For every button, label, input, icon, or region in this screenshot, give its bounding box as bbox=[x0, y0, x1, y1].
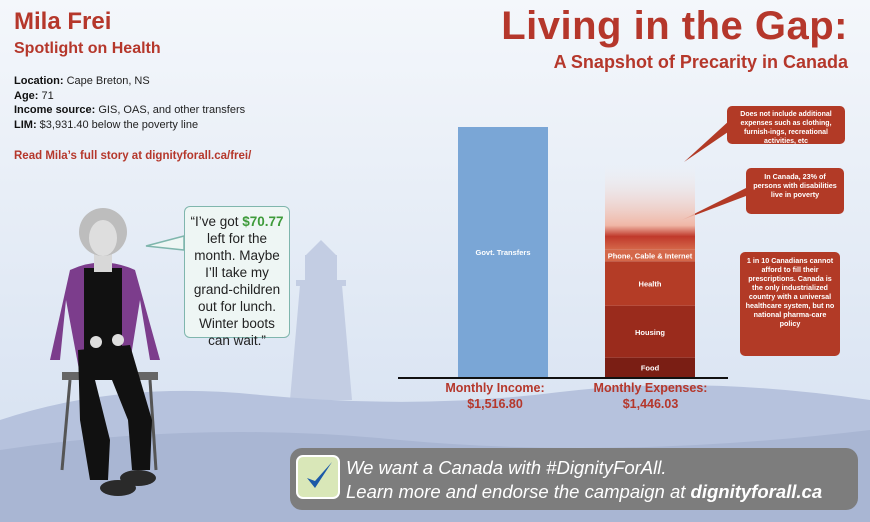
age-value: 71 bbox=[41, 89, 54, 102]
note-expenses: Does not include additional expenses suc… bbox=[727, 106, 845, 145]
banner-link[interactable]: dignityforall.ca bbox=[690, 481, 823, 502]
banner-line2-text: Learn more and endorse the campaign at bbox=[346, 481, 691, 502]
expenses-total: $1,446.03 bbox=[622, 397, 679, 411]
lighthouse-graphic bbox=[290, 240, 352, 400]
note-pharmacare: 1 in 10 Canadians cannot afford to fill … bbox=[740, 252, 840, 356]
expense-bar-health bbox=[605, 261, 695, 306]
quote-bubble: “I’ve got $70.77 left for the month. May… bbox=[184, 206, 290, 348]
page-title: Living in the Gap: bbox=[501, 4, 848, 48]
income-axis-label: Monthly Income: $1,516.80 bbox=[430, 380, 560, 412]
page-subtitle: A Snapshot of Precarity in Canada bbox=[553, 52, 848, 72]
spotlight-subtitle: Spotlight on Health bbox=[14, 40, 161, 57]
expense-label-housing: Housing bbox=[635, 328, 665, 337]
expense-bar-phone-cable-internet bbox=[605, 249, 695, 262]
banner-line2: Learn more and endorse the campaign at d… bbox=[346, 480, 822, 504]
campaign-banner bbox=[290, 448, 858, 510]
income-category: Monthly Income: bbox=[445, 381, 545, 395]
expense-label-health: Health bbox=[639, 280, 662, 289]
expenses-category: Monthly Expenses: bbox=[593, 381, 708, 395]
note-disability: In Canada, 23% of persons with disabilit… bbox=[746, 168, 844, 214]
read-story-link[interactable]: Read Mila’s full story at dignityforall.… bbox=[14, 150, 252, 162]
quote-text-start: “I’ve got bbox=[190, 214, 243, 229]
quote-text-end: left for the month. Maybe I’ll take my g… bbox=[193, 231, 281, 348]
lim-label: LIM: bbox=[14, 118, 37, 131]
income-bar-label: Govt. Transfers bbox=[475, 248, 530, 257]
expense-label-food: Food bbox=[641, 363, 660, 372]
checkmark-icon bbox=[296, 455, 340, 499]
lim-value: $3,931.40 below the poverty line bbox=[39, 118, 199, 131]
banner-line1: We want a Canada with #DignityForAll. bbox=[346, 457, 667, 478]
expense-label-phone-cable-internet: Phone, Cable & Internet bbox=[608, 252, 693, 261]
income-total: $1,516.80 bbox=[467, 397, 523, 411]
location-label: Location: bbox=[14, 75, 64, 87]
person-illustration bbox=[50, 208, 160, 496]
quote-amount: $70.77 bbox=[242, 214, 284, 229]
income-value: GIS, OAS, and other transfers bbox=[98, 104, 246, 116]
expenses-axis-label: Monthly Expenses: $1,446.03 bbox=[583, 380, 718, 412]
expense-bar-food bbox=[605, 357, 695, 377]
banner-text: We want a Canada with #DignityForAll. Le… bbox=[346, 456, 822, 504]
location-value: Cape Breton, NS bbox=[66, 75, 150, 87]
income-bar bbox=[458, 127, 548, 377]
profile-info: Location: Cape Breton, NS Age: 71 Income… bbox=[14, 74, 245, 132]
income-label: Income source: bbox=[14, 104, 96, 116]
expense-bar-housing bbox=[605, 305, 695, 358]
person-name: Mila Frei bbox=[14, 8, 112, 35]
expense-bar-other bbox=[605, 138, 695, 250]
age-label: Age: bbox=[14, 89, 39, 102]
